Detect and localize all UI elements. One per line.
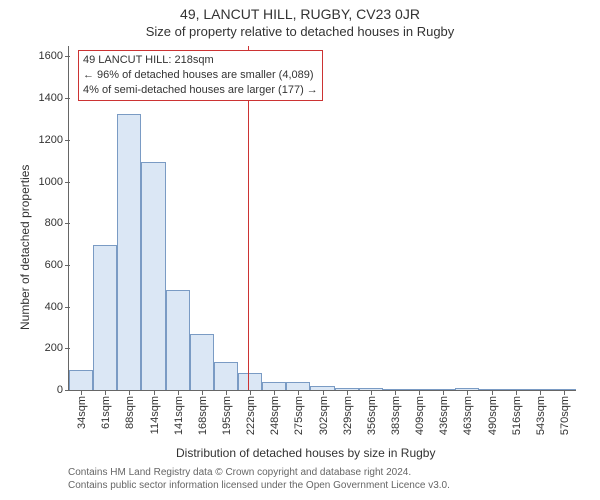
y-axis-label: Number of detached properties [18,165,32,330]
title-sub: Size of property relative to detached ho… [0,24,600,39]
y-tick: 1200 [39,134,69,146]
x-tick: 516sqm [509,396,523,435]
annotation-line: 4% of semi-detached houses are larger (1… [83,83,318,98]
histogram-bar [166,290,190,390]
x-axis-label: Distribution of detached houses by size … [176,446,435,460]
x-tick: 463sqm [460,396,474,435]
histogram-bar [262,382,286,390]
histogram-bar [117,114,141,390]
x-tick: 570sqm [557,396,571,435]
footer: Contains HM Land Registry data © Crown c… [68,466,450,492]
x-tick: 114sqm [147,396,161,434]
y-tick: 800 [45,217,69,229]
x-tick-mark [347,390,348,395]
histogram-bar [214,362,238,390]
histogram-bar [93,245,117,390]
x-tick-mark [154,390,155,395]
title-main: 49, LANCUT HILL, RUGBY, CV23 0JR [0,6,600,22]
x-tick-mark [202,390,203,395]
y-tick: 600 [45,259,69,271]
x-tick: 409sqm [412,396,426,435]
x-tick-mark [81,390,82,395]
x-tick: 168sqm [195,396,209,435]
x-tick-mark [274,390,275,395]
x-tick-mark [323,390,324,395]
histogram-bar [69,370,93,390]
y-tick: 1400 [39,92,69,104]
x-tick-mark [419,390,420,395]
x-tick-mark [371,390,372,395]
x-tick-mark [129,390,130,395]
x-tick-mark [467,390,468,395]
x-tick: 356sqm [364,396,378,435]
x-tick-mark [298,390,299,395]
y-tick: 1000 [39,176,69,188]
y-tick: 200 [45,342,69,354]
footer-line: Contains HM Land Registry data © Crown c… [68,466,450,479]
x-tick: 543sqm [533,396,547,435]
x-tick: 329sqm [340,396,354,435]
figure: 49, LANCUT HILL, RUGBY, CV23 0JR Size of… [0,0,600,500]
x-tick: 61sqm [98,396,112,429]
x-tick: 302sqm [316,396,330,435]
y-tick: 0 [57,384,69,396]
x-tick-mark [540,390,541,395]
x-tick-mark [492,390,493,395]
x-tick: 383sqm [388,396,402,435]
x-tick-mark [105,390,106,395]
x-tick: 436sqm [436,396,450,435]
x-tick: 275sqm [291,396,305,435]
x-tick: 141sqm [171,396,185,435]
y-tick: 400 [45,301,69,313]
annotation-line: ← 96% of detached houses are smaller (4,… [83,68,318,83]
x-tick: 195sqm [219,396,233,435]
x-tick-mark [395,390,396,395]
y-tick: 1600 [39,50,69,62]
x-tick: 490sqm [485,396,499,435]
annotation-box: 49 LANCUT HILL: 218sqm ← 96% of detached… [78,50,323,101]
x-tick: 222sqm [243,396,257,435]
histogram-bar [286,382,310,390]
x-tick: 34sqm [74,396,88,429]
histogram-bar [190,334,214,390]
histogram-bar [141,162,165,390]
annotation-line: 49 LANCUT HILL: 218sqm [83,53,318,68]
histogram-bar [238,373,262,390]
x-tick-mark [250,390,251,395]
x-tick-mark [178,390,179,395]
x-tick-mark [226,390,227,395]
x-tick: 88sqm [122,396,136,429]
x-tick-mark [564,390,565,395]
footer-line: Contains public sector information licen… [68,479,450,492]
x-tick-mark [443,390,444,395]
x-tick: 248sqm [267,396,281,435]
x-tick-mark [516,390,517,395]
